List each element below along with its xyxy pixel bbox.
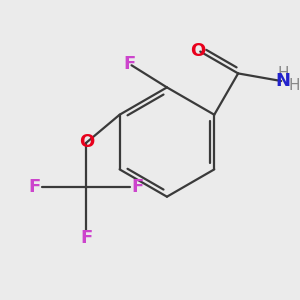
Text: F: F [123,55,136,73]
Text: H: H [288,79,300,94]
Text: O: O [190,42,205,60]
Text: F: F [132,178,144,196]
Text: O: O [80,133,95,151]
Text: F: F [80,229,92,247]
Text: N: N [276,72,291,90]
Text: F: F [28,178,40,196]
Text: H: H [278,66,289,81]
